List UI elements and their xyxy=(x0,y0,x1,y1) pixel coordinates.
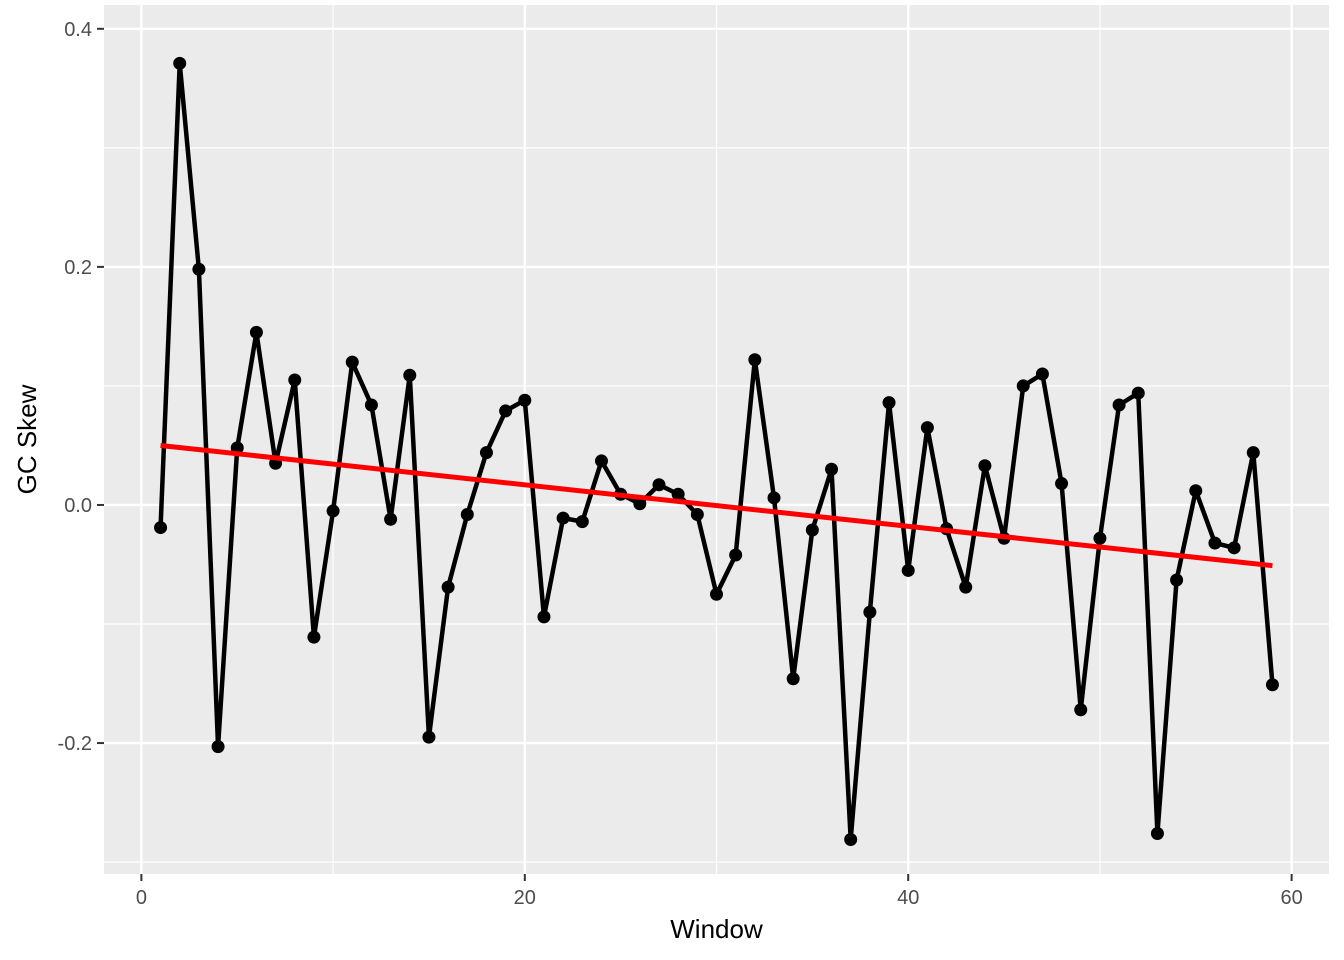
data-point xyxy=(326,504,340,518)
data-point xyxy=(825,462,839,476)
y-tick-label: -0.2 xyxy=(58,733,92,755)
data-point xyxy=(345,355,359,369)
x-tick-label: 40 xyxy=(897,887,919,909)
data-point xyxy=(441,580,455,594)
axis-ticks xyxy=(97,27,1293,881)
trend-layer xyxy=(160,442,1273,569)
data-point xyxy=(460,507,474,521)
trend-line xyxy=(160,442,1273,569)
data-point xyxy=(786,672,800,686)
data-point xyxy=(729,548,743,562)
data-point xyxy=(1074,703,1088,717)
data-point xyxy=(1189,484,1203,498)
y-tick-label: 0.2 xyxy=(64,257,92,279)
data-point xyxy=(710,587,723,601)
data-point xyxy=(154,521,168,535)
data-point xyxy=(690,507,704,521)
data-point xyxy=(901,563,915,577)
data-point xyxy=(633,497,647,511)
data-point xyxy=(1093,531,1107,545)
data-point xyxy=(978,459,992,473)
data-point xyxy=(959,580,973,594)
data-point xyxy=(384,512,398,526)
data-point xyxy=(422,730,436,744)
data-point xyxy=(1055,477,1069,491)
x-axis-tick-labels: 0 20 40 60 xyxy=(136,887,1303,909)
x-axis-title: Window xyxy=(670,914,763,944)
x-tick-label: 60 xyxy=(1280,887,1302,909)
data-point xyxy=(1170,573,1184,587)
data-point xyxy=(882,396,896,410)
data-point xyxy=(920,421,934,435)
data-point xyxy=(479,446,493,460)
x-tick-label: 0 xyxy=(136,887,147,909)
data-point xyxy=(537,610,551,624)
data-point xyxy=(652,478,666,492)
data-point xyxy=(211,740,225,754)
data-point xyxy=(518,393,532,407)
data-point xyxy=(1016,379,1030,393)
y-axis-title: GC Skew xyxy=(12,384,42,494)
data-point xyxy=(748,353,762,367)
data-point xyxy=(671,487,685,501)
data-point xyxy=(1246,446,1260,460)
data-point xyxy=(288,373,302,387)
data-point xyxy=(1208,536,1222,550)
data-point xyxy=(575,515,589,529)
minor-gridlines xyxy=(104,5,1329,874)
data-point xyxy=(192,262,206,276)
data-point xyxy=(1227,541,1241,555)
data-point xyxy=(767,491,781,505)
data-point xyxy=(403,368,417,382)
data-point xyxy=(594,454,608,468)
data-point xyxy=(499,404,513,418)
data-point xyxy=(249,325,263,339)
data-point xyxy=(1112,398,1126,412)
x-tick-label: 20 xyxy=(514,887,536,909)
data-point xyxy=(556,511,570,525)
data-point xyxy=(1150,827,1164,841)
data-point xyxy=(1131,386,1145,400)
y-tick-label: 0.0 xyxy=(64,495,92,517)
major-gridlines xyxy=(104,5,1329,874)
data-point xyxy=(863,605,877,619)
data-point xyxy=(307,630,321,644)
data-point xyxy=(844,832,858,846)
data-point xyxy=(805,523,819,537)
data-point xyxy=(173,56,187,70)
data-point xyxy=(364,398,378,412)
data-point xyxy=(1035,367,1049,381)
series-layer xyxy=(154,56,1279,846)
y-axis-tick-labels: -0.2 0.0 0.2 0.4 xyxy=(58,19,92,755)
y-tick-label: 0.4 xyxy=(64,19,92,41)
data-point xyxy=(1265,678,1279,692)
